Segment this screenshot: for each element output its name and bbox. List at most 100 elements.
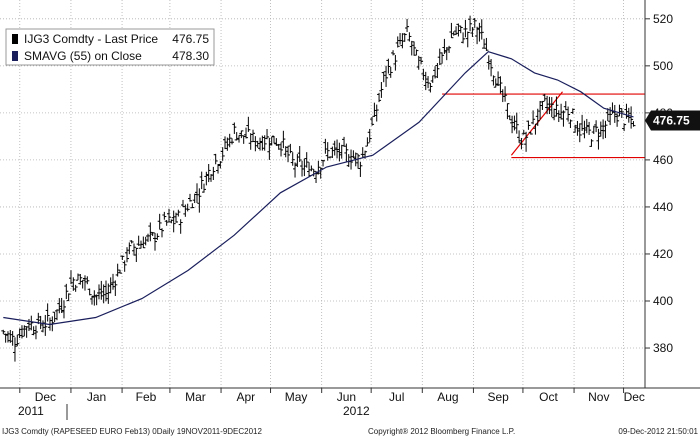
price-bar	[391, 50, 396, 56]
price-bar	[162, 211, 167, 220]
price-bar	[351, 150, 356, 159]
price-bar	[533, 123, 538, 135]
price-bar	[101, 284, 106, 304]
footer-center: Copyright® 2012 Bloomberg Finance L.P.	[368, 427, 515, 436]
price-bar	[309, 165, 314, 172]
legend-box	[5, 28, 215, 66]
price-bar	[103, 280, 108, 302]
last-price-tag-label: 476.75	[653, 114, 690, 128]
price-bar	[479, 19, 484, 40]
price-bar	[580, 114, 585, 131]
price-bar	[409, 40, 414, 56]
y-tick-label: 380	[653, 341, 673, 355]
price-bar	[248, 133, 253, 150]
price-bar	[297, 146, 302, 162]
price-bar	[283, 146, 288, 158]
price-bar	[538, 100, 543, 120]
price-bar	[192, 193, 197, 204]
price-bar	[227, 133, 232, 148]
price-bar	[524, 131, 529, 152]
price-bar	[575, 120, 580, 136]
price-bar	[195, 183, 200, 203]
price-bar	[577, 123, 582, 143]
price-bar	[71, 277, 76, 291]
price-bar	[587, 121, 592, 135]
price-bar	[302, 158, 307, 177]
price-bar	[440, 52, 445, 64]
price-bar	[412, 41, 417, 56]
y-tick-label: 460	[653, 153, 673, 167]
price-bar	[435, 62, 440, 79]
price-bar	[482, 38, 487, 49]
price-bar	[568, 119, 573, 129]
price-bar	[66, 293, 71, 302]
legend-label-price: IJG3 Comdty - Last Price	[24, 32, 158, 46]
price-bar	[444, 47, 449, 61]
price-bar	[129, 240, 134, 244]
price-bar	[171, 210, 176, 233]
price-bar	[29, 315, 34, 331]
footer-right: 09-Dec-2012 21:50:01	[618, 427, 698, 436]
price-bar	[75, 273, 80, 281]
legend: IJG3 Comdty - Last Price 476.75 SMAVG (5…	[5, 28, 215, 66]
price-bar	[52, 311, 57, 323]
price-bar	[199, 171, 204, 190]
price-bar	[190, 203, 195, 209]
price-bar	[24, 326, 29, 338]
price-bar	[290, 152, 295, 166]
price-bar	[122, 260, 127, 272]
price-bar	[442, 38, 447, 54]
price-bar	[477, 22, 482, 42]
price-bar	[113, 280, 118, 296]
price-bar	[239, 130, 244, 139]
price-bar	[89, 295, 94, 305]
price-bar	[545, 95, 550, 115]
price-bar	[150, 232, 155, 237]
price-bar	[96, 284, 101, 300]
year-label-2011: 2011	[18, 404, 44, 418]
price-bar	[323, 138, 328, 154]
price-bar	[556, 110, 561, 123]
price-bar	[463, 19, 468, 38]
price-bar	[496, 71, 501, 87]
price-bar	[167, 208, 172, 223]
price-bar	[286, 145, 291, 163]
price-bar	[1, 329, 6, 335]
price-bar	[398, 33, 403, 45]
y-tick-label: 520	[653, 12, 673, 26]
price-bar	[596, 128, 601, 150]
price-bar	[629, 106, 634, 129]
legend-swatch-sma	[12, 51, 18, 61]
price-bar	[339, 144, 344, 159]
price-bar	[528, 131, 533, 135]
price-bar	[540, 100, 545, 110]
price-bar	[269, 136, 274, 146]
x-axis-ticks: Dec Jan Feb Mar Apr May Jun Jul Aug Sep Oct Nov Dec	[19, 388, 645, 404]
price-bar	[470, 27, 475, 37]
price-bar	[416, 55, 421, 70]
price-bar	[491, 75, 496, 86]
price-bar	[251, 129, 256, 142]
price-bar	[78, 273, 83, 285]
price-bar	[12, 337, 17, 362]
price-bar	[153, 232, 158, 251]
price-bar	[117, 269, 122, 274]
price-bar	[603, 120, 608, 139]
price-bar	[108, 277, 113, 294]
price-bar	[547, 96, 552, 115]
price-bar	[447, 45, 452, 53]
price-bar	[561, 110, 566, 127]
price-bar	[512, 115, 517, 131]
price-bar	[563, 101, 568, 111]
price-bar	[61, 300, 66, 319]
price-bar	[598, 121, 603, 137]
price-bar	[430, 75, 435, 83]
price-bar	[127, 242, 132, 255]
price-bar	[87, 288, 92, 296]
price-bar	[164, 220, 169, 226]
price-bar	[325, 142, 330, 161]
price-bar	[176, 209, 181, 217]
price-bar	[552, 108, 557, 121]
price-bar	[451, 31, 456, 36]
price-bar	[330, 146, 335, 159]
